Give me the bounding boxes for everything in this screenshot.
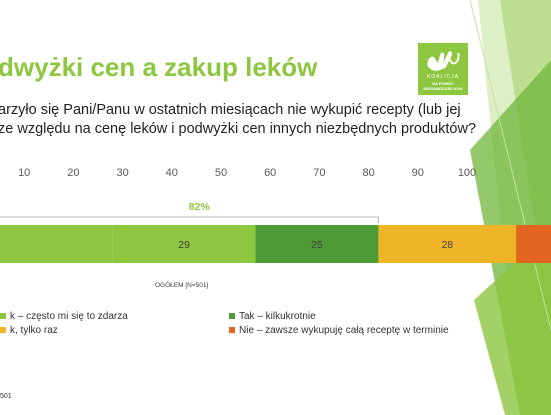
question-text: arzyło się Pani/Panu w ostatnich miesiąc… — [0, 101, 478, 139]
x-tick-label: 10 — [18, 167, 30, 179]
bar-value-label: 29 — [178, 239, 190, 251]
bar-segment — [378, 225, 517, 263]
stacked-bar-chart: 1020304050607080901002925281882%OGÓŁEM [… — [0, 167, 551, 289]
legend-swatch-4 — [229, 327, 235, 333]
sample-note: 501 — [0, 393, 12, 400]
x-tick-label: 90 — [412, 167, 424, 179]
x-tick-label: 50 — [215, 167, 227, 179]
legend-item-4: Nie – zawsze wykupuję całą receptę w ter… — [229, 325, 449, 336]
legend-item-3: Tak – kilkukrotnie — [229, 311, 316, 322]
category-label: OGÓŁEM [N=501] — [155, 280, 208, 289]
legend-item-2: k, tylko raz — [0, 325, 58, 336]
logo-line-3: NIESAMODZIELNYM — [423, 86, 463, 91]
bar-value-label: 25 — [311, 239, 323, 251]
bracket-label: 82% — [189, 201, 211, 213]
legend-label-2: k, tylko raz — [10, 325, 58, 336]
legend-label-1: k – często mi się to zdarza — [10, 311, 128, 322]
x-tick-label: 30 — [116, 167, 128, 179]
bar-segment — [0, 225, 113, 263]
x-tick-label: 70 — [313, 167, 325, 179]
question-line-1: arzyło się Pani/Panu w ostatnich miesiąc… — [0, 102, 461, 118]
x-tick-label: 100 — [458, 167, 476, 179]
bar-segment — [255, 225, 379, 263]
logo-line-1: KOALICJA — [426, 74, 460, 80]
x-tick-label: 40 — [166, 167, 178, 179]
legend-label-3: Tak – kilkukrotnie — [239, 311, 316, 322]
deco-line — [469, 0, 551, 331]
legend-swatch-2 — [0, 327, 6, 333]
bar-segment — [112, 225, 256, 263]
deco-shard-fold — [474, 230, 551, 415]
coalition-logo: KOALICJA NA POMOC NIESAMODZIELNYM — [418, 43, 468, 95]
legend-label-4: Nie – zawsze wykupuję całą receptę w ter… — [239, 325, 449, 336]
x-tick-label: 80 — [362, 167, 374, 179]
legend-swatch-3 — [229, 313, 235, 319]
bar-segment — [516, 225, 551, 263]
question-line-2: ze względu na cenę leków i podwyżki cen … — [0, 121, 476, 137]
x-tick-label: 20 — [67, 167, 79, 179]
x-tick-label: 60 — [264, 167, 276, 179]
legend-item-1: k – często mi się to zdarza — [0, 311, 128, 322]
bracket-line — [0, 216, 379, 223]
logo-line-2: NA POMOC — [432, 81, 454, 86]
legend-swatch-1 — [0, 313, 6, 319]
slide-title: dwyżki cen a zakup leków — [0, 52, 318, 82]
bar-value-label: 28 — [441, 239, 453, 251]
hands-logo-icon — [427, 51, 460, 71]
